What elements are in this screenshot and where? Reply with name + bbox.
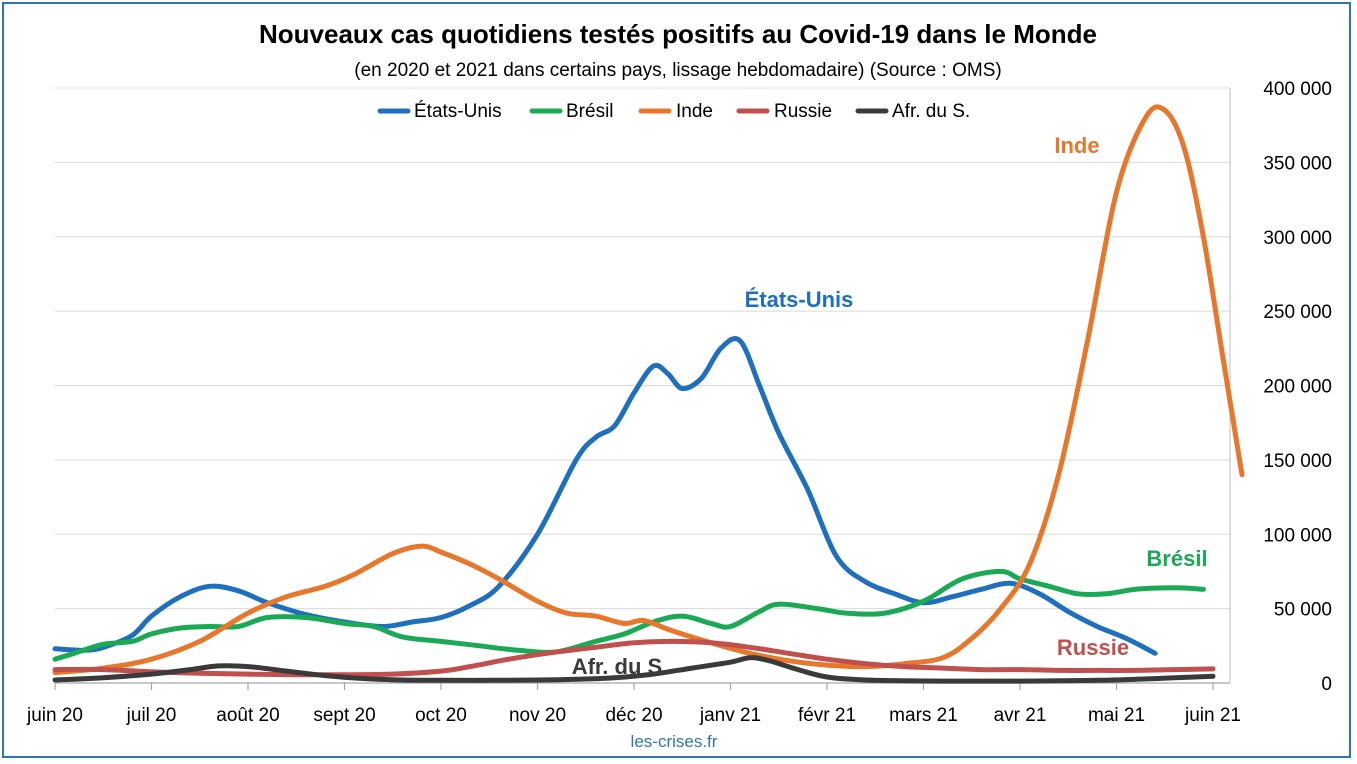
legend: États-Unis Brésil Inde Russie Afr. du S. — [377, 101, 970, 122]
x-tick-label: oct 20 — [415, 705, 467, 726]
x-axis-ticks: juin 20 juil 20 août 20 sept 20 oct 20 nov 20… — [26, 683, 1241, 726]
x-tick-label: janv 21 — [699, 705, 761, 726]
grid-lines — [55, 87, 1231, 684]
x-tick-label: avr 21 — [994, 705, 1047, 726]
x-tick-label: déc 20 — [605, 705, 662, 726]
legend-label: Russie — [774, 101, 832, 122]
annotation-afr-du-s: Afr. du S. — [572, 654, 669, 679]
legend-item-inde: Inde — [638, 101, 713, 122]
legend-label: États-Unis — [414, 101, 502, 122]
series-line-bresil — [52, 568, 1206, 662]
series-line-russie — [52, 638, 1216, 678]
legend-item-russie: Russie — [736, 101, 832, 122]
series-lines — [52, 104, 1245, 684]
annotation-bresil: Brésil — [1146, 546, 1207, 571]
legend-item-afr-du-s: Afr. du S. — [855, 101, 970, 122]
legend-item-bresil: Brésil — [529, 101, 614, 122]
y-tick-label: 300 000 — [1263, 228, 1332, 249]
series-annotations: États-Unis Brésil Inde Russie Afr. du S. — [572, 133, 1208, 679]
x-tick-label: sept 20 — [313, 705, 375, 726]
y-tick-label: 50 000 — [1274, 600, 1332, 621]
y-tick-label: 150 000 — [1263, 451, 1332, 472]
y-tick-label: 100 000 — [1263, 525, 1332, 546]
annotation-etats-unis: États-Unis — [745, 287, 854, 312]
y-axis-ticks: 0 50 000 100 000 150 000 200 000 250 000 300 0… — [1263, 79, 1332, 695]
annotation-russie: Russie — [1057, 635, 1129, 660]
y-tick-label: 250 000 — [1263, 302, 1332, 323]
legend-label: Brésil — [566, 101, 614, 122]
y-tick-label: 350 000 — [1263, 153, 1332, 174]
annotation-inde: Inde — [1054, 133, 1099, 158]
x-tick-label: févr 21 — [798, 705, 856, 726]
series-line-inde — [52, 104, 1245, 676]
x-tick-label: août 20 — [216, 705, 279, 726]
x-tick-label: juil 20 — [126, 705, 177, 726]
legend-label: Inde — [676, 101, 713, 122]
series-line-etats-unis — [52, 336, 1158, 656]
chart-title: Nouveaux cas quotidiens testés positifs … — [259, 19, 1097, 49]
legend-label: Afr. du S. — [892, 101, 970, 122]
y-tick-label: 200 000 — [1263, 377, 1332, 398]
y-tick-label: 0 — [1321, 674, 1332, 695]
legend-item-etats-unis: États-Unis — [377, 101, 502, 122]
series-line-afr-du-s — [52, 655, 1216, 684]
x-tick-label: juin 21 — [1184, 705, 1241, 726]
chart-subtitle: (en 2020 et 2021 dans certains pays, lis… — [354, 60, 1001, 81]
x-tick-label: nov 20 — [509, 705, 566, 726]
y-tick-label: 400 000 — [1263, 79, 1332, 100]
x-tick-label: mai 21 — [1088, 705, 1145, 726]
x-tick-label: mars 21 — [889, 705, 958, 726]
source-note: les-crises.fr — [631, 732, 718, 751]
x-tick-label: juin 20 — [26, 705, 83, 726]
